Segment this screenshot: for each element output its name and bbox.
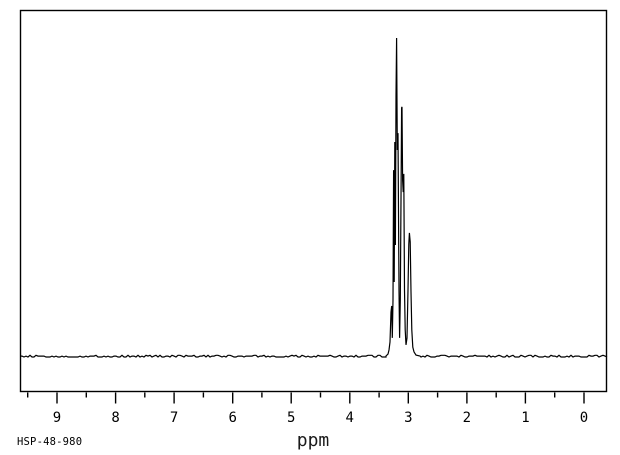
x-axis-tick-label: 5 xyxy=(287,410,296,426)
x-axis-tick-label: 9 xyxy=(52,410,62,426)
x-axis-tick-label: 6 xyxy=(228,410,237,426)
x-axis-tick-label: 2 xyxy=(462,410,472,426)
x-axis-ticks xyxy=(27,392,585,404)
x-axis-title: ppm xyxy=(296,430,330,451)
x-axis-tick-label: 4 xyxy=(345,410,354,426)
x-axis-tick-label: 0 xyxy=(579,410,589,426)
x-axis-tick-label: 7 xyxy=(169,410,179,426)
x-axis-tick-label: 8 xyxy=(111,410,120,426)
x-axis-tick-label: 3 xyxy=(404,410,413,426)
plot-frame xyxy=(19,9,608,393)
spectrum-trace xyxy=(20,37,608,358)
sample-id-label: HSP-48-980 xyxy=(17,436,83,448)
x-axis-tick-label: 1 xyxy=(521,410,530,426)
